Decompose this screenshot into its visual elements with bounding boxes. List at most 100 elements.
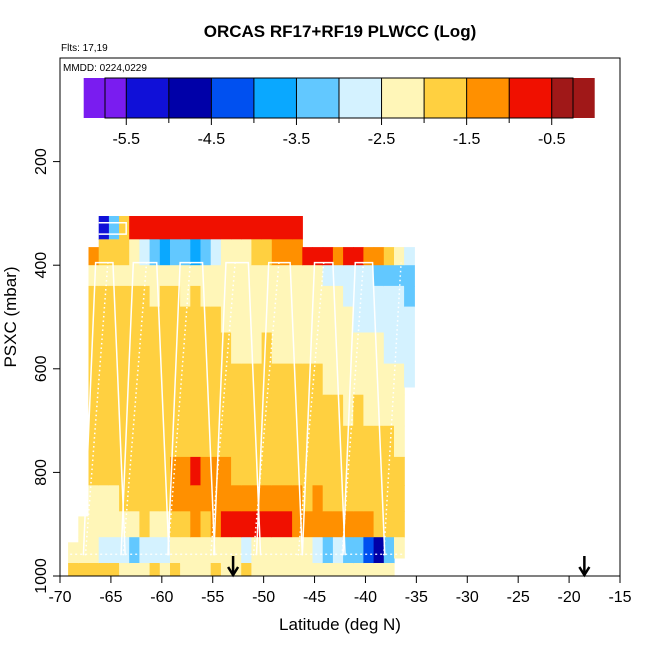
heatmap-cell xyxy=(322,265,334,287)
heatmap-cell xyxy=(170,306,181,334)
heatmap-cell xyxy=(190,485,202,512)
heatmap-cell xyxy=(271,285,283,308)
heatmap-cell xyxy=(322,332,334,365)
heatmap-cell xyxy=(302,537,314,564)
heatmap-cell xyxy=(149,239,161,266)
heatmap-cell xyxy=(159,511,171,538)
heatmap-cell xyxy=(129,332,140,365)
heatmap-cell xyxy=(159,485,171,512)
heatmap-cell xyxy=(98,363,110,396)
heatmap-cell xyxy=(108,216,120,240)
heatmap-cell xyxy=(383,306,395,334)
heatmap-cell xyxy=(383,363,395,396)
heatmap-cell xyxy=(353,394,364,427)
heatmap-cell xyxy=(180,456,191,486)
heatmap-cell xyxy=(353,332,364,365)
heatmap-cell xyxy=(98,265,110,287)
x-tick-label: -55 xyxy=(201,589,224,606)
heatmap-cell xyxy=(271,425,283,458)
heatmap-cell xyxy=(108,485,120,512)
heatmap-cell xyxy=(139,332,151,365)
heatmap-cell xyxy=(302,306,314,334)
heatmap-cell xyxy=(271,485,283,512)
heatmap-cell xyxy=(210,265,222,287)
heatmap-cell xyxy=(108,537,120,564)
heatmap-cell xyxy=(394,247,405,266)
heatmap-cell xyxy=(394,265,405,287)
heatmap-cell xyxy=(119,239,130,266)
heatmap-cell xyxy=(282,239,293,266)
heatmap-cell xyxy=(159,285,171,308)
heatmap-cell xyxy=(404,247,415,266)
heatmap-cell xyxy=(88,537,100,564)
heatmap-cell xyxy=(332,265,344,287)
heatmap-cell xyxy=(292,285,303,308)
heatmap-cell xyxy=(343,306,354,334)
flight-track-line xyxy=(98,221,127,235)
heatmap-cell xyxy=(404,265,415,287)
heatmap-cell xyxy=(241,239,252,266)
heatmap-cell xyxy=(180,332,191,365)
colorbar: -5.5 -4.5 -3.5 -2.5 -1.5 -0.5 xyxy=(83,77,595,148)
heatmap-cell xyxy=(394,537,405,559)
heatmap-cell xyxy=(108,394,120,427)
heatmap-cell xyxy=(353,537,364,564)
heatmap-cell xyxy=(129,511,140,538)
heatmap-cell xyxy=(241,332,252,365)
heatmap-cell xyxy=(98,306,110,334)
y-axis: 200 400 600 800 1000 xyxy=(33,148,60,594)
heatmap-cell xyxy=(251,485,263,512)
heatmap-cell xyxy=(322,456,334,486)
heatmap-cell xyxy=(251,363,263,396)
heatmap-cell xyxy=(332,563,344,576)
heatmap-cell xyxy=(394,485,405,512)
y-tick-label: 400 xyxy=(33,252,50,279)
heatmap-cell xyxy=(190,216,202,240)
heatmap-cell xyxy=(119,285,130,308)
heatmap-cell xyxy=(139,456,151,486)
heatmap-cell xyxy=(302,485,314,512)
heatmap-cell xyxy=(210,363,222,396)
heatmap-cell xyxy=(129,363,140,396)
heatmap-cell xyxy=(139,425,151,458)
heatmap-cell xyxy=(180,306,191,334)
colorbar-tick-label: -1.5 xyxy=(453,131,481,148)
heatmap-cell xyxy=(292,332,303,365)
heatmap-cell xyxy=(322,537,334,564)
heatmap-cell xyxy=(190,265,202,287)
heatmap-cell xyxy=(373,363,385,396)
heatmap-cell xyxy=(88,332,100,365)
heatmap-cell xyxy=(149,332,161,365)
heatmap-cell xyxy=(312,363,324,396)
heatmap-cell xyxy=(404,363,415,388)
x-axis-label: Latitude (deg N) xyxy=(279,615,401,634)
heatmap-cell xyxy=(251,265,263,287)
heatmap-cell xyxy=(241,425,252,458)
heatmap-cell xyxy=(312,456,324,486)
heatmap-cell xyxy=(108,239,120,266)
heatmap-cell xyxy=(353,363,364,396)
heatmap-cell xyxy=(149,363,161,396)
heatmap-cell xyxy=(108,425,120,458)
heatmap-cell xyxy=(149,485,161,512)
heatmap-cell xyxy=(271,563,283,576)
heatmap-cell xyxy=(119,265,130,287)
chart-title: ORCAS RF17+RF19 PLWCC (Log) xyxy=(204,22,477,41)
heatmap-cell xyxy=(88,247,100,266)
heatmap-cell xyxy=(170,285,181,308)
heatmap-cell xyxy=(312,306,324,334)
heatmap-cell xyxy=(139,563,151,576)
heatmap-cell xyxy=(322,247,334,266)
heatmap-cell xyxy=(119,306,130,334)
heatmap-cell xyxy=(271,363,283,396)
heatmap-cell xyxy=(292,306,303,334)
flight-track-line xyxy=(301,261,346,556)
x-tick-label: -45 xyxy=(303,589,326,606)
heatmap-cell xyxy=(220,363,232,396)
flights-label: Flts: 17,19 xyxy=(61,43,108,54)
flight-track-dotted-line xyxy=(383,262,402,556)
heatmap-cell xyxy=(292,239,303,266)
heatmap-cell xyxy=(343,485,354,512)
heatmap-cell xyxy=(282,394,293,427)
heatmap-cell xyxy=(383,456,395,486)
